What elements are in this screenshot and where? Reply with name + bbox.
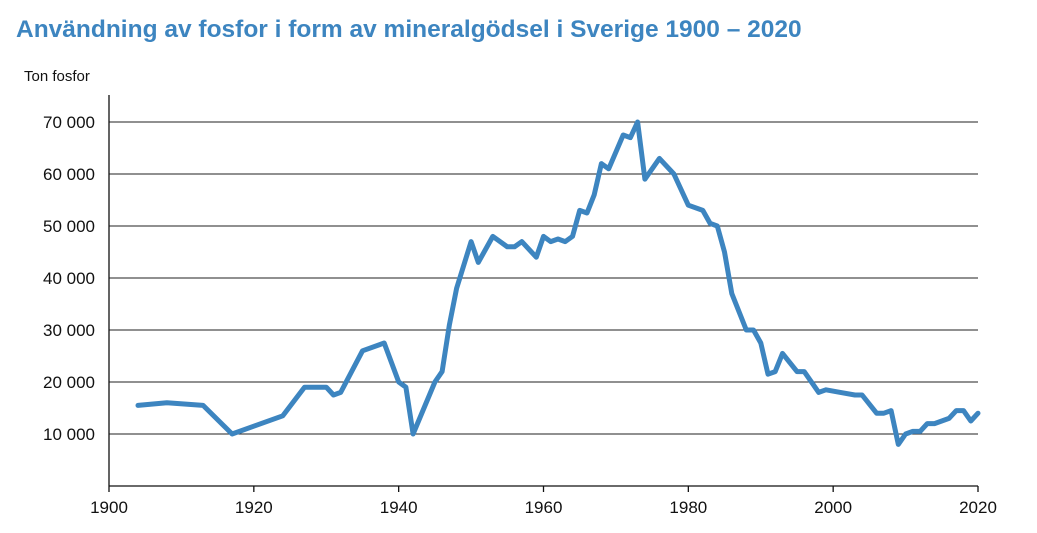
gridlines xyxy=(109,121,978,435)
series-group xyxy=(135,119,981,447)
series-line-ton-fosfor xyxy=(135,119,981,447)
y-tick-labels: 10 000 20 000 30 000 40 000 50 000 60 000 70 0… xyxy=(43,113,95,444)
y-tick-label: 40 000 xyxy=(43,269,95,288)
y-tick-label: 10 000 xyxy=(43,425,95,444)
x-tick-labels: 1900 1920 1940 1960 1980 2000 2020 xyxy=(90,498,997,517)
x-tick-label: 2020 xyxy=(959,498,997,517)
y-tick-label: 30 000 xyxy=(43,321,95,340)
x-tick-label: 1980 xyxy=(669,498,707,517)
y-tick-label: 20 000 xyxy=(43,373,95,392)
y-tick-label: 50 000 xyxy=(43,217,95,236)
axes xyxy=(108,95,979,492)
x-tick-label: 1940 xyxy=(380,498,418,517)
x-tick-label: 1960 xyxy=(525,498,563,517)
x-tick-label: 1920 xyxy=(235,498,273,517)
x-tick-label: 1900 xyxy=(90,498,128,517)
x-tick-label: 2000 xyxy=(814,498,852,517)
y-tick-label: 60 000 xyxy=(43,165,95,184)
y-tick-label: 70 000 xyxy=(43,113,95,132)
y-axis-label: Ton fosfor xyxy=(24,68,90,85)
chart-title: Användning av fosfor i form av mineralgö… xyxy=(16,16,802,43)
